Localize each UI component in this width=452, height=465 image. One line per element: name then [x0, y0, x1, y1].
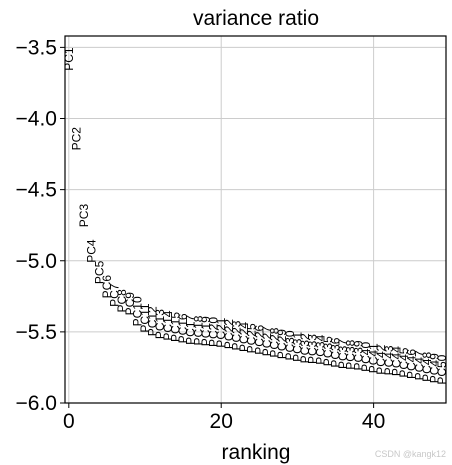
y-tick-label: −6.0 — [16, 392, 57, 415]
pc-label-point: PC47 — [412, 350, 426, 380]
pc-label-point: PC25 — [245, 323, 259, 353]
pc-label-point: PC43 — [382, 345, 396, 375]
pc-label-point: PC15 — [168, 312, 182, 342]
x-tick-label: 40 — [362, 410, 385, 433]
pc-label-point: PC11 — [138, 303, 152, 332]
pc-label-point: PC48 — [420, 351, 434, 381]
x-tick-label: 20 — [210, 410, 233, 433]
pc-label-point: PC50 — [435, 354, 449, 384]
pc-label-point: PC49 — [428, 353, 442, 383]
y-tick-label: −4.0 — [16, 108, 57, 131]
pc-label-point: PC4 — [85, 239, 99, 263]
pc-label-point: PC46 — [405, 349, 419, 379]
pc-label-point: PC21 — [214, 317, 228, 347]
chart-title: variance ratio — [193, 7, 319, 30]
y-tick-label: −3.5 — [16, 36, 57, 59]
x-axis-label: ranking — [222, 441, 291, 464]
pc-label-point: PC3 — [77, 204, 91, 228]
pc-label-series: PC1PC2PC3PC4PC5PC6PC7PC8PC9PC10PC11PC12P… — [62, 47, 449, 385]
pc-label-point: PC42 — [374, 344, 388, 374]
pc-label-point: PC5 — [92, 260, 106, 284]
y-tick-label: −5.5 — [16, 321, 57, 344]
pc-label-point: PC6 — [100, 275, 114, 299]
y-tick-label: −5.0 — [16, 250, 57, 273]
pc-label-point: PC23 — [229, 320, 243, 350]
pc-label-point: PC37 — [336, 339, 350, 369]
pc-label-point: PC16 — [176, 313, 190, 343]
pc-label-point: PC10 — [130, 296, 144, 326]
pc-label-point: PC40 — [359, 342, 373, 372]
pc-label-point: PC2 — [69, 127, 83, 151]
pc-label-point: PC20 — [207, 317, 221, 347]
y-tick-label: −4.5 — [16, 179, 57, 202]
pc-label-point: PC17 — [184, 314, 198, 344]
pc-label-point: PC30 — [283, 330, 297, 360]
pc-label-point: PC32 — [298, 333, 312, 363]
pc-label-point: PC28 — [268, 327, 282, 357]
pc-label-point: PC27 — [260, 326, 274, 356]
pc-label-point: PC31 — [290, 332, 304, 362]
x-tick-label: 0 — [63, 410, 75, 433]
pc-label-point: PC22 — [222, 319, 236, 349]
pc-label-point: PC33 — [306, 334, 320, 364]
pc-label-point: PC44 — [389, 346, 403, 376]
pc-label-point: PC12 — [146, 306, 160, 336]
pc-label-point: PC39 — [351, 340, 365, 370]
pc-label-point: PC36 — [329, 337, 343, 367]
watermark: CSDN @kangk12 — [374, 449, 446, 459]
pc-label-point: PC19 — [199, 316, 213, 346]
axis-ticks: 0 20 40 −6.0 −5.5 −5.0 −4.5 −4.0 −3.5 — [16, 36, 386, 433]
pc-label-point: PC34 — [313, 334, 327, 364]
pc-label-point: PC1 — [62, 47, 76, 71]
pc-label-point: PC26 — [252, 324, 266, 354]
pc-label-point: PC24 — [237, 322, 251, 352]
pc-label-point: PC29 — [275, 329, 289, 359]
pc-label-point: PC35 — [321, 336, 335, 366]
pc-label-point: PC9 — [123, 292, 137, 316]
pc-label-point: PC45 — [397, 347, 411, 377]
plot-frame — [64, 35, 447, 404]
pc-label-point: PC7 — [108, 283, 122, 307]
pc-label-point: PC14 — [161, 310, 175, 340]
pc-label-point: PC38 — [344, 339, 358, 369]
pc-label-point: PC13 — [153, 309, 167, 339]
pc-label-point: PC8 — [115, 289, 129, 313]
pc-label-point: PC18 — [191, 315, 205, 345]
pc-label-point: PC41 — [367, 343, 381, 373]
